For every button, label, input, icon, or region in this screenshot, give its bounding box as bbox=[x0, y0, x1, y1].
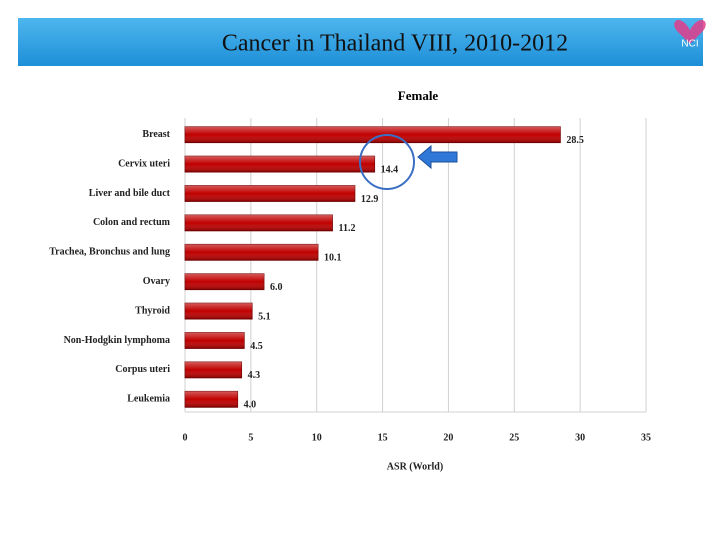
x-tick-label: 20 bbox=[443, 432, 453, 443]
bar-shine bbox=[185, 244, 319, 261]
y-tick-label: Colon and rectum bbox=[93, 217, 171, 228]
bar-shine bbox=[185, 156, 375, 173]
bar-shine bbox=[185, 303, 253, 320]
y-tick-label: Non-Hodgkin lymphoma bbox=[64, 335, 170, 346]
value-label: 28.5 bbox=[566, 135, 584, 146]
x-tick-label: 15 bbox=[378, 432, 388, 443]
x-tick-label: 30 bbox=[575, 432, 585, 443]
value-label: 14.4 bbox=[381, 164, 399, 175]
y-tick-label: Ovary bbox=[143, 276, 170, 287]
x-tick-label: 5 bbox=[248, 432, 253, 443]
value-label: 6.0 bbox=[270, 282, 283, 293]
bar-shine bbox=[185, 273, 265, 290]
y-tick-label: Thyroid bbox=[135, 305, 170, 316]
bar-shine bbox=[185, 185, 355, 202]
x-axis-label: ASR (World) bbox=[387, 461, 443, 472]
y-tick-label: Liver and bile duct bbox=[89, 188, 171, 199]
value-label: 12.9 bbox=[361, 194, 379, 205]
bar-shine bbox=[185, 214, 333, 231]
y-tick-label: Breast bbox=[142, 129, 170, 140]
value-label: 10.1 bbox=[324, 253, 342, 264]
value-label: 4.0 bbox=[244, 400, 257, 411]
header-title: Cancer in Thailand VIII, 2010-2012 bbox=[222, 31, 568, 57]
logo: NCI bbox=[674, 20, 706, 50]
plot: 0 5 10 15 20 25 30 35 Breast 28.5 Cervix uteri 14.4… bbox=[49, 118, 651, 443]
y-tick-label: Corpus uteri bbox=[115, 364, 170, 375]
x-tick-label: 25 bbox=[509, 432, 519, 443]
value-label: 4.3 bbox=[248, 370, 261, 381]
bar-shine bbox=[185, 126, 561, 143]
x-tick-label: 0 bbox=[183, 432, 188, 443]
logo-text: NCI bbox=[681, 39, 698, 50]
value-label: 5.1 bbox=[258, 311, 271, 322]
y-tick-label: Trachea, Bronchus and lung bbox=[49, 247, 170, 258]
annotation bbox=[359, 134, 458, 190]
x-tick-label: 10 bbox=[312, 432, 322, 443]
bar-shine bbox=[185, 361, 242, 378]
y-tick-label: Leukemia bbox=[127, 394, 170, 405]
value-label: 4.5 bbox=[250, 341, 263, 352]
bar-shine bbox=[185, 391, 238, 408]
bar-shine bbox=[185, 332, 245, 349]
y-tick-label: Cervix uteri bbox=[118, 158, 170, 169]
value-label: 11.2 bbox=[339, 223, 356, 234]
x-tick-label: 35 bbox=[641, 432, 651, 443]
chart-title: Female bbox=[398, 88, 439, 103]
header-bar bbox=[18, 18, 703, 66]
